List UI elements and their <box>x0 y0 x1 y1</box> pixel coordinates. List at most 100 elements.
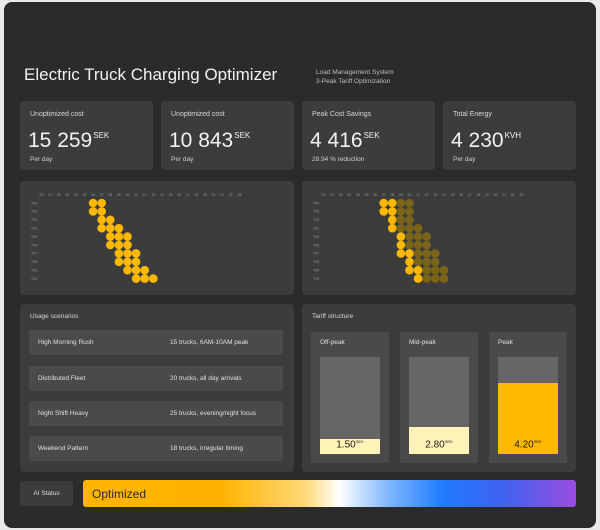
hour-label: 00 <box>322 193 326 197</box>
hour-label: 14 <box>160 193 164 197</box>
charging-slot-shifted <box>405 232 414 241</box>
charging-slot-shifted <box>405 207 414 216</box>
hour-label: 22 <box>511 193 515 197</box>
charging-slot-shifted <box>413 232 423 241</box>
charging-slot <box>388 198 397 208</box>
charging-slot <box>388 215 397 225</box>
charging-slot-shifted <box>396 207 406 216</box>
tariff-peak: Peak 4.20SEK <box>489 332 567 463</box>
tariff-price: 1.50SEK <box>320 439 380 450</box>
charging-slot <box>114 240 124 250</box>
scenario-desc: 25 trucks, evening/night focus <box>170 410 256 417</box>
hour-label: 01 <box>48 193 52 197</box>
tariff-level-track: 2.80SEK <box>409 357 469 454</box>
stat-card-energy: Total Energy 4 230KVH Per day <box>443 101 576 170</box>
charging-slot <box>97 207 106 216</box>
charging-slot <box>131 257 141 267</box>
stat-label: Unoptimized cost <box>171 111 225 118</box>
truck-label: T10 <box>31 277 37 281</box>
scenario-name: Night Shift Heavy <box>38 410 89 417</box>
scenario-item[interactable]: Night Shift Heavy 25 trucks, evening/nig… <box>29 401 283 426</box>
charging-slot-shifted <box>422 257 431 267</box>
charging-slot-shifted <box>396 215 406 225</box>
tariff-off-peak: Off-peak 1.50SEK <box>311 332 389 463</box>
charging-slot <box>131 265 141 275</box>
tariff-level-fill <box>409 426 469 454</box>
stat-unit: SEK <box>93 131 110 140</box>
hour-label: 20 <box>494 193 498 197</box>
stat-label: Total Energy <box>453 111 492 118</box>
stat-unit: KVH <box>504 131 522 140</box>
charging-slot-shifted <box>413 240 423 250</box>
charging-slot <box>405 249 414 258</box>
truck-label: T09 <box>313 269 319 273</box>
tariff-level-track: 4.20SEK <box>498 357 558 454</box>
hour-label: 16 <box>459 193 463 197</box>
charging-slot <box>123 265 132 275</box>
stat-label: Unoptimized cost <box>30 111 84 118</box>
stat-value: 4 416SEK <box>310 129 380 153</box>
charging-slot <box>114 249 124 258</box>
charging-slot-shifted <box>439 265 449 275</box>
charging-slot <box>396 232 406 241</box>
scenario-item[interactable]: Weekend Pattern 18 trucks, irregular tim… <box>29 436 283 461</box>
charging-slot-shifted <box>413 223 423 233</box>
stat-sub: Per day <box>30 156 53 163</box>
stat-unit: SEK <box>234 131 251 140</box>
charging-slot-shifted <box>396 198 406 208</box>
truck-label: T06 <box>313 243 319 247</box>
charging-slot <box>106 223 115 233</box>
schedule-panel-optimized: 00 01 02 03 04 05 06 07 08 09 10 11 12 13 14 15 16 17 18 19… <box>302 181 576 295</box>
page-title: Electric Truck Charging Optimizer <box>24 65 278 84</box>
tariff-mid-peak: Mid-peak 2.80SEK <box>400 332 478 463</box>
charging-slot <box>388 223 397 233</box>
charging-slot-shifted <box>405 240 414 250</box>
charging-slot <box>140 265 149 275</box>
stat-value: 15 259SEK <box>28 129 109 153</box>
tariff-title: Tariff structure <box>312 313 354 320</box>
scenario-item[interactable]: Distributed Fleet 20 trucks, all day arr… <box>29 366 283 391</box>
hour-label: 04 <box>356 193 360 197</box>
hour-label: 12 <box>425 193 429 197</box>
stat-sub: Per day <box>171 156 194 163</box>
charging-slot-shifted <box>396 223 406 233</box>
scenario-desc: 15 trucks, 6AM-10AM peak <box>170 339 249 346</box>
tariff-price-unit: SEK <box>355 438 364 444</box>
tariff-price: 4.20SEK <box>498 439 558 450</box>
truck-label: T05 <box>31 210 37 214</box>
truck-label: T05 <box>313 235 319 239</box>
truck-label: T05 <box>313 210 319 214</box>
truck-label: T05 <box>31 235 37 239</box>
charging-slot <box>405 257 414 267</box>
stat-number: 10 843 <box>169 129 234 152</box>
charging-slot <box>114 257 124 267</box>
charging-slot-shifted <box>431 257 440 267</box>
tariff-label: Off-peak <box>320 339 345 346</box>
hour-label: 16 <box>177 193 181 197</box>
charging-slot-shifted <box>439 274 449 283</box>
stat-label: Peak Cost Savings <box>312 111 372 118</box>
hour-label: 09 <box>399 193 403 197</box>
hour-label: 13 <box>433 193 437 197</box>
hour-label: 00 <box>40 193 44 197</box>
hour-label: 23 <box>237 193 241 197</box>
charging-slot-shifted <box>431 249 440 258</box>
hour-label: 21 <box>220 193 224 197</box>
charging-schedule-unoptimized: 00 01 02 03 04 05 06 07 08 09 10 11 12 13 14 15 16 17 18 19… <box>31 193 241 283</box>
scenario-name: Weekend Pattern <box>38 445 89 452</box>
hour-label: 01 <box>330 193 334 197</box>
charging-slot <box>97 215 106 225</box>
scenario-item[interactable]: High Morning Rush 15 trucks, 6AM-10AM pe… <box>29 330 283 355</box>
scenario-name: High Morning Rush <box>38 339 94 346</box>
tariff-level-fill <box>498 383 558 454</box>
charging-slot <box>106 240 115 250</box>
hour-label: 12 <box>143 193 147 197</box>
charging-slot-shifted <box>422 249 431 258</box>
tariff-price-value: 2.80 <box>425 439 445 450</box>
truck-label: T03 <box>313 218 319 222</box>
charging-slot-shifted <box>405 198 414 208</box>
hour-label: 19 <box>203 193 207 197</box>
hour-label: 10 <box>408 193 412 197</box>
hour-label: 08 <box>390 193 394 197</box>
tariff-label: Peak <box>498 339 513 346</box>
